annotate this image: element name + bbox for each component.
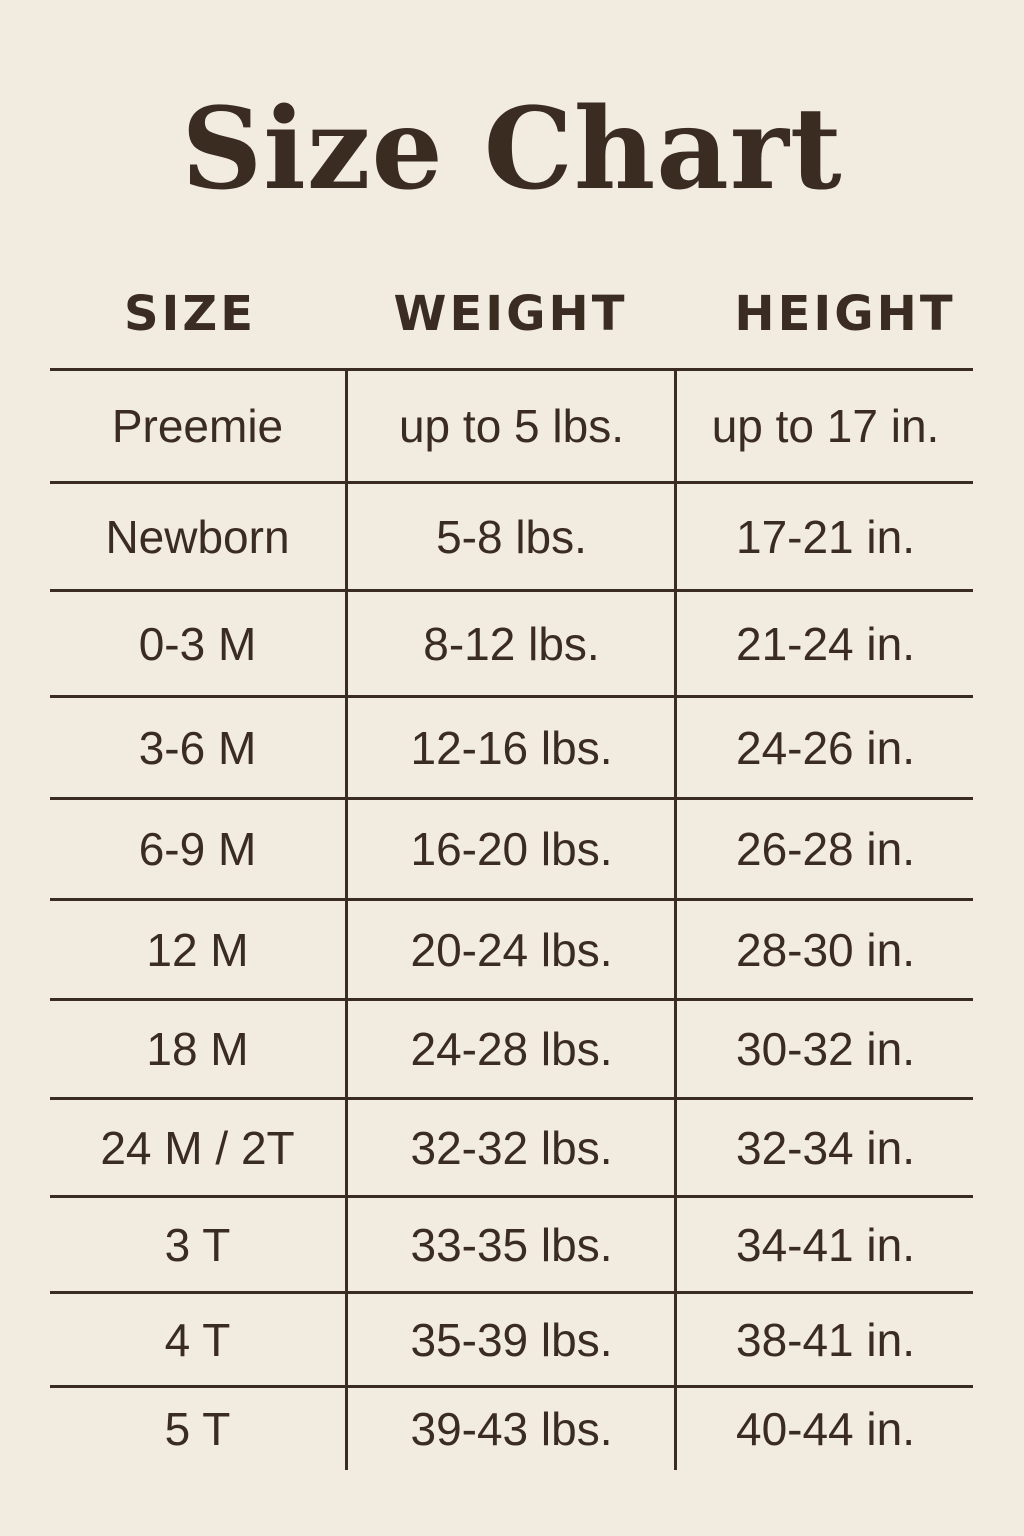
- cell-height: 38-41 in.: [735, 1313, 915, 1366]
- page-title: Size Chart: [181, 84, 843, 215]
- cell-weight: 32-32 lbs.: [410, 1121, 613, 1174]
- column-divider: [345, 370, 348, 1470]
- cell-size: 12 M: [146, 923, 249, 976]
- cell-weight: up to 5 lbs.: [398, 400, 625, 452]
- column-header-size: SIZE: [123, 286, 257, 342]
- cell-height: 24-26 in.: [735, 721, 915, 774]
- cell-size: 4 T: [164, 1313, 231, 1366]
- column-header-height: HEIGHT: [734, 286, 956, 342]
- cell-height: 40-44 in.: [735, 1403, 915, 1455]
- cell-weight: 5-8 lbs.: [436, 510, 587, 563]
- cell-weight: 39-43 lbs.: [410, 1403, 613, 1455]
- cell-weight: 35-39 lbs.: [410, 1313, 613, 1366]
- column-divider: [674, 370, 677, 1470]
- cell-height: 34-41 in.: [735, 1218, 915, 1271]
- cell-size: 0-3 M: [138, 617, 257, 670]
- cell-size: Newborn: [105, 510, 290, 563]
- table-row: 4 T 35-39 lbs. 38-41 in.: [50, 1291, 973, 1385]
- cell-height: up to 17 in.: [711, 400, 940, 452]
- cell-size: 6-9 M: [138, 823, 257, 875]
- cell-weight: 12-16 lbs.: [410, 721, 613, 774]
- cell-height: 26-28 in.: [735, 823, 915, 875]
- cell-weight: 33-35 lbs.: [410, 1218, 613, 1271]
- cell-size: 5 T: [164, 1403, 231, 1455]
- cell-height: 28-30 in.: [735, 923, 915, 976]
- cell-weight: 24-28 lbs.: [410, 1023, 613, 1075]
- cell-size: 3 T: [164, 1218, 231, 1271]
- cell-height: 21-24 in.: [735, 617, 915, 670]
- table-row: 12 M 20-24 lbs. 28-30 in.: [50, 898, 973, 998]
- cell-size: 3-6 M: [138, 721, 257, 774]
- cell-size: 18 M: [146, 1023, 249, 1075]
- table-row: 24 M / 2T 32-32 lbs. 32-34 in.: [50, 1097, 973, 1195]
- table-row: 6-9 M 16-20 lbs. 26-28 in.: [50, 797, 973, 898]
- column-header-weight: WEIGHT: [393, 286, 628, 342]
- cell-size: Preemie: [111, 400, 284, 452]
- table-row: 18 M 24-28 lbs. 30-32 in.: [50, 998, 973, 1097]
- table-row: 3-6 M 12-16 lbs. 24-26 in.: [50, 695, 973, 797]
- table-row: Newborn 5-8 lbs. 17-21 in.: [50, 481, 973, 589]
- table-row: 5 T 39-43 lbs. 40-44 in.: [50, 1385, 973, 1470]
- table-row: Preemie up to 5 lbs. up to 17 in.: [50, 368, 973, 481]
- cell-height: 30-32 in.: [735, 1023, 915, 1075]
- cell-size: 24 M / 2T: [100, 1121, 295, 1174]
- cell-weight: 16-20 lbs.: [410, 823, 613, 875]
- cell-height: 17-21 in.: [735, 510, 915, 563]
- cell-weight: 8-12 lbs.: [423, 617, 600, 670]
- table-row: 3 T 33-35 lbs. 34-41 in.: [50, 1195, 973, 1291]
- cell-height: 32-34 in.: [735, 1121, 915, 1174]
- table-row: 0-3 M 8-12 lbs. 21-24 in.: [50, 589, 973, 695]
- cell-weight: 20-24 lbs.: [410, 923, 613, 976]
